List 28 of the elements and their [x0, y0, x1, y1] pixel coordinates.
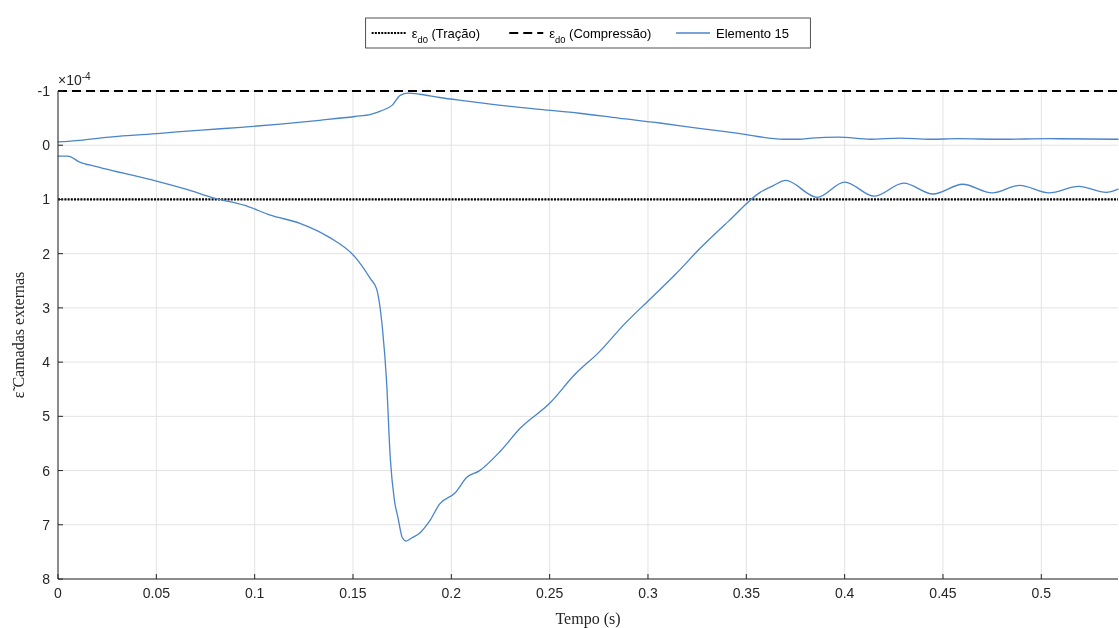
x-tick-label: 0.5 — [1031, 585, 1052, 601]
y-tick-label: 8 — [42, 571, 51, 587]
y-tick-label: -1 — [37, 83, 51, 99]
x-tick-label: 0.45 — [929, 585, 957, 601]
y-tick-label: 4 — [42, 354, 51, 371]
legend-label: Elemento 15 — [716, 26, 790, 41]
y-tick-label: 7 — [42, 516, 51, 533]
y-tick-label: 2 — [42, 245, 51, 262]
text: ×10$^{-4}$ — [58, 70, 92, 88]
y-tick-label: 3 — [42, 299, 51, 316]
x-tick-label: 0.35 — [732, 585, 761, 601]
x-tick-label: 0.05 — [142, 585, 171, 601]
line-series — [57, 155, 1119, 542]
y-tick-label: 6 — [42, 462, 51, 479]
y-tick-label: 0 — [42, 137, 51, 154]
x-tick-label: 0 — [54, 585, 63, 601]
x-tick-label: 0.2 — [441, 585, 462, 601]
y-tick-label: 5 — [42, 408, 51, 425]
y-tick-label: 1 — [42, 191, 51, 208]
x-tick-label: 0.15 — [339, 585, 367, 601]
x-tick-label: 0.1 — [244, 585, 265, 601]
x-axis-title: Tempo (s) — [555, 610, 621, 628]
legend-label: ε$_{d0}$ (Compressão) — [549, 26, 652, 45]
legend-label: ε$_{d0}$ (Tração) — [411, 26, 481, 45]
x-tick-label: 0.25 — [536, 585, 564, 601]
x-tick-label: 0.4 — [834, 585, 855, 601]
y-axis-title: ε̃ Camadas externas — [10, 271, 27, 399]
x-tick-label: 0.3 — [638, 585, 658, 601]
